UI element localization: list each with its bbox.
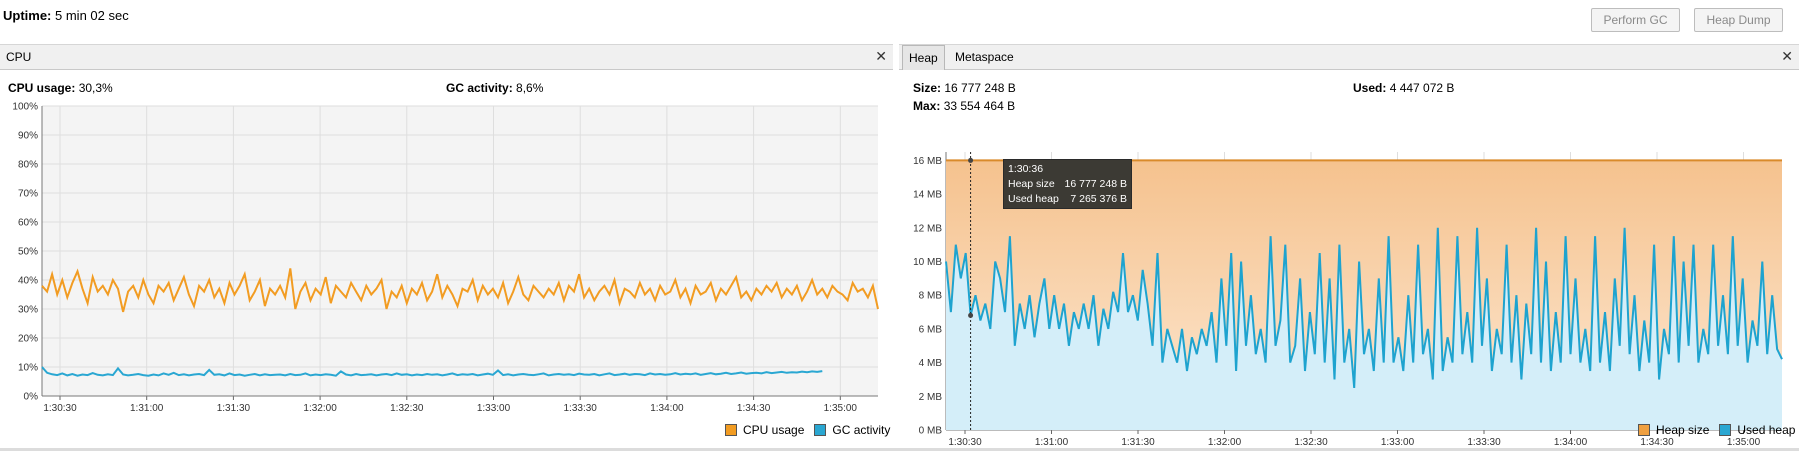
memory-tabbar: Heap Metaspace ✕ xyxy=(899,44,1799,70)
legend-cpu-usage: CPU usage xyxy=(743,423,805,437)
y-tick-label: 50% xyxy=(18,247,38,258)
y-tick-label: 10% xyxy=(18,363,38,374)
legend-used-heap: Used heap xyxy=(1737,423,1796,437)
x-tick-label: 1:30:30 xyxy=(948,437,982,448)
heap-max-stat: Max: 33 554 464 B xyxy=(913,99,1015,113)
tooltip-time: 1:30:36 xyxy=(1008,163,1044,175)
gc-activity-label: GC activity: xyxy=(446,81,513,95)
y-tick-label: 10 MB xyxy=(913,257,942,268)
tab-heap[interactable]: Heap xyxy=(902,45,945,70)
memory-panel: Heap Metaspace ✕ Size: 16 777 248 B Used… xyxy=(899,44,1799,451)
tooltip-heap-value: 16 777 248 B xyxy=(1064,178,1127,190)
used-heap-swatch xyxy=(1719,424,1732,436)
x-tick-label: 1:33:00 xyxy=(477,403,511,414)
tooltip-used-value: 7 265 376 B xyxy=(1070,193,1127,205)
x-tick-label: 1:34:00 xyxy=(1554,437,1588,448)
cpu-usage-label: CPU usage: xyxy=(8,81,76,95)
cpu-tabbar: CPU ✕ xyxy=(0,44,893,70)
x-tick-label: 1:31:00 xyxy=(1035,437,1069,448)
x-tick-label: 1:31:30 xyxy=(217,403,251,414)
x-tick-label: 1:35:00 xyxy=(1727,437,1761,448)
y-tick-label: 100% xyxy=(12,102,38,113)
perform-gc-button[interactable]: Perform GC xyxy=(1591,8,1680,32)
heap-size-stat: Size: 16 777 248 B xyxy=(913,81,1016,95)
uptime: Uptime: 5 min 02 sec xyxy=(3,8,129,23)
x-tick-label: 1:34:30 xyxy=(1640,437,1674,448)
cpu-usage-stat: CPU usage: 30,3% xyxy=(8,81,113,95)
y-tick-label: 90% xyxy=(18,131,38,142)
tooltip-heap-label: Heap size xyxy=(1008,178,1055,190)
cpu-panel: CPU ✕ CPU usage: 30,3% GC activity: 8,6%… xyxy=(0,44,893,451)
y-tick-label: 80% xyxy=(18,160,38,171)
tab-metaspace[interactable]: Metaspace xyxy=(955,50,1014,64)
legend-gc-activity: GC activity xyxy=(832,423,891,437)
heap-legend: Heap size Used heap xyxy=(1638,423,1795,437)
x-tick-label: 1:35:00 xyxy=(824,403,858,414)
y-tick-label: 70% xyxy=(18,189,38,200)
max-value: 33 554 464 B xyxy=(943,99,1016,113)
tooltip-used-label: Used heap xyxy=(1008,193,1059,205)
used-heap-area xyxy=(946,227,1782,430)
x-tick-label: 1:31:00 xyxy=(130,403,164,414)
gc-activity-swatch xyxy=(814,424,827,436)
x-tick-label: 1:33:00 xyxy=(1381,437,1415,448)
x-tick-label: 1:34:30 xyxy=(737,403,771,414)
heap-dump-button[interactable]: Heap Dump xyxy=(1694,8,1783,32)
x-tick-label: 1:32:00 xyxy=(303,403,337,414)
heap-used-stat: Used: 4 447 072 B xyxy=(1353,81,1454,95)
cursor-used-point xyxy=(968,312,974,318)
used-value: 4 447 072 B xyxy=(1389,81,1455,95)
close-icon[interactable]: ✕ xyxy=(875,48,887,64)
uptime-label: Uptime: xyxy=(3,8,52,23)
x-tick-label: 1:30:30 xyxy=(43,403,77,414)
cpu-chart: 0% 10% 20% 30% 40% 50% 60% 70% 80% 90% 100% 1:30:30… xyxy=(12,102,879,414)
x-tick-label: 1:32:30 xyxy=(390,403,424,414)
cpu-legend: CPU usage GC activity xyxy=(725,423,890,437)
size-value: 16 777 248 B xyxy=(944,81,1016,95)
y-tick-label: 8 MB xyxy=(919,291,943,302)
panel-divider[interactable] xyxy=(893,44,899,451)
y-tick-label: 2 MB xyxy=(919,392,943,403)
cursor-heap-point xyxy=(968,157,974,163)
heap-chart: 0 MB 2 MB 4 MB 6 MB 8 MB 10 MB 12 MB 14 MB 16 MB… xyxy=(913,152,1783,448)
y-tick-label: 0% xyxy=(24,392,39,403)
x-tick-label: 1:32:30 xyxy=(1294,437,1328,448)
y-tick-label: 16 MB xyxy=(913,156,942,167)
y-tick-label: 60% xyxy=(18,218,38,229)
gc-activity-line xyxy=(41,366,823,377)
cpu-usage-line xyxy=(41,268,879,313)
x-tick-label: 1:32:00 xyxy=(1208,437,1242,448)
uptime-value: 5 min 02 sec xyxy=(55,8,129,23)
max-label: Max: xyxy=(913,99,941,113)
y-tick-label: 40% xyxy=(18,276,38,287)
close-icon[interactable]: ✕ xyxy=(1781,48,1793,64)
gc-activity-stat: GC activity: 8,6% xyxy=(446,81,543,95)
y-tick-label: 14 MB xyxy=(913,190,942,201)
y-tick-label: 6 MB xyxy=(919,324,943,335)
heap-size-swatch xyxy=(1638,424,1650,436)
x-tick-label: 1:31:30 xyxy=(1121,437,1155,448)
toolbar: Uptime: 5 min 02 sec Perform GC Heap Dum… xyxy=(0,0,1799,44)
y-tick-label: 4 MB xyxy=(919,358,943,369)
used-label: Used: xyxy=(1353,81,1387,95)
size-label: Size: xyxy=(913,81,942,95)
cpu-usage-value: 30,3% xyxy=(78,81,113,95)
x-tick-label: 1:33:30 xyxy=(1467,437,1501,448)
y-tick-label: 30% xyxy=(18,305,38,316)
used-heap-line xyxy=(945,227,1783,388)
y-tick-label: 0 MB xyxy=(919,426,943,437)
legend-heap-size: Heap size xyxy=(1656,423,1710,437)
y-tick-label: 12 MB xyxy=(913,223,942,234)
gc-activity-value: 8,6% xyxy=(516,81,544,95)
y-tick-label: 20% xyxy=(18,334,38,345)
bottom-divider xyxy=(0,448,1799,451)
cpu-usage-swatch xyxy=(725,424,737,436)
x-tick-label: 1:33:30 xyxy=(564,403,598,414)
tab-cpu[interactable]: CPU xyxy=(6,50,32,64)
x-tick-label: 1:34:00 xyxy=(650,403,684,414)
tooltip: 1:30:36 Heap size 16 777 248 B Used heap 7… xyxy=(1003,159,1132,209)
